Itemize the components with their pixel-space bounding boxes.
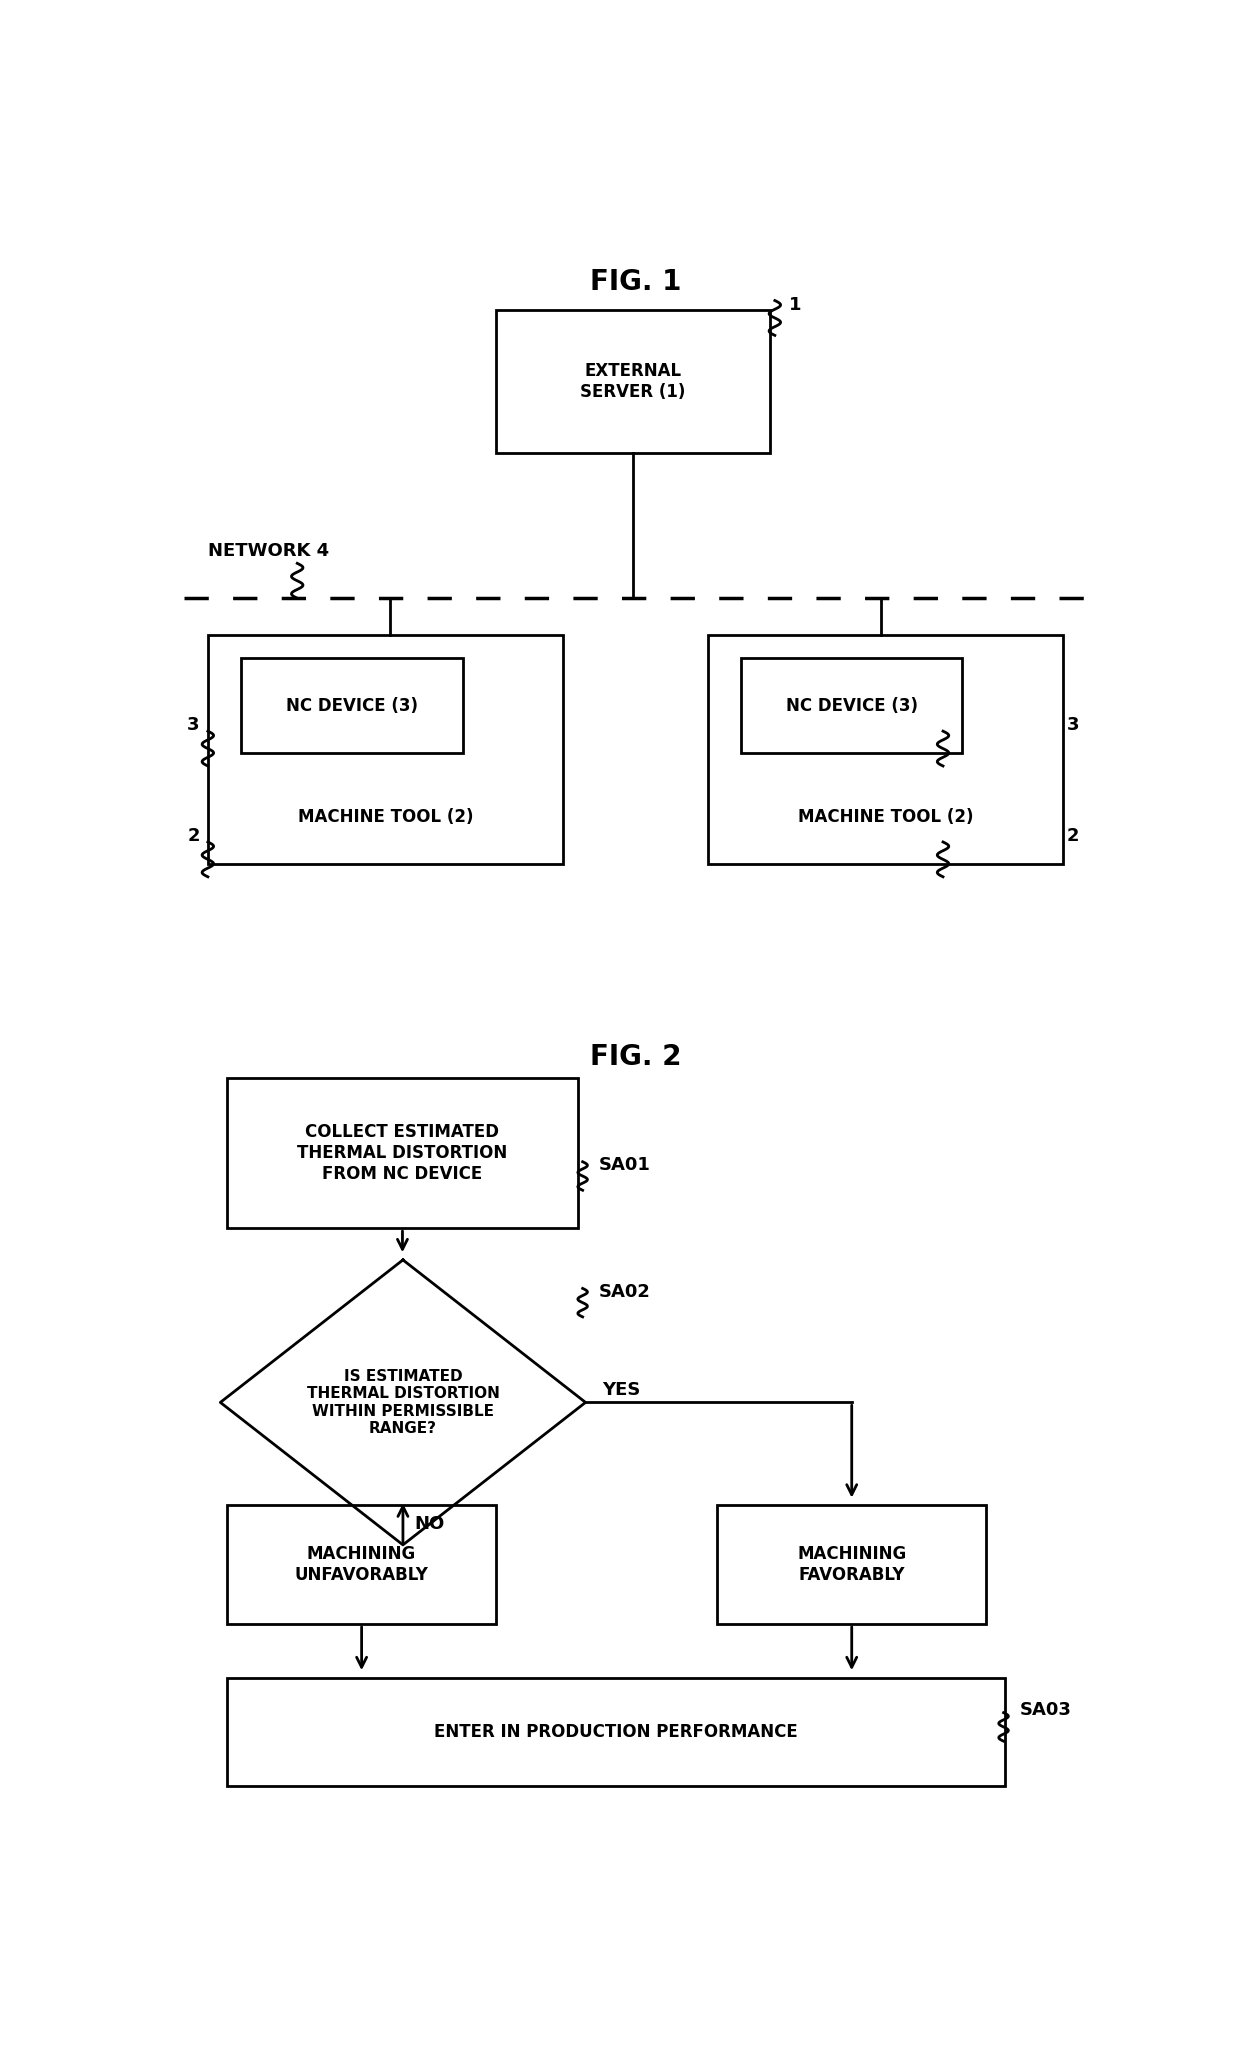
Bar [242, 658, 463, 752]
Text: FIG. 2: FIG. 2 [590, 1042, 681, 1071]
Bar [496, 310, 770, 452]
Text: MACHINE TOOL (2): MACHINE TOOL (2) [797, 808, 973, 827]
Text: SA03: SA03 [1019, 1700, 1071, 1719]
Bar [227, 1505, 496, 1624]
Text: NO: NO [414, 1515, 445, 1534]
Text: MACHINING
FAVORABLY: MACHINING FAVORABLY [797, 1546, 906, 1583]
Text: MACHINE TOOL (2): MACHINE TOOL (2) [298, 808, 474, 827]
Bar [742, 658, 962, 752]
Text: 3: 3 [1066, 715, 1079, 734]
Bar [717, 1505, 986, 1624]
Text: IS ESTIMATED
THERMAL DISTORTION
WITHIN PERMISSIBLE
RANGE?: IS ESTIMATED THERMAL DISTORTION WITHIN P… [306, 1369, 500, 1435]
Text: 1: 1 [789, 296, 802, 315]
Text: NC DEVICE (3): NC DEVICE (3) [286, 697, 418, 715]
Text: FIG. 1: FIG. 1 [590, 267, 681, 296]
Bar [227, 1077, 578, 1227]
Text: 2: 2 [187, 827, 200, 845]
Text: NETWORK 4: NETWORK 4 [208, 541, 329, 559]
Text: EXTERNAL
SERVER (1): EXTERNAL SERVER (1) [580, 362, 686, 401]
Text: 2: 2 [1066, 827, 1079, 845]
Text: 3: 3 [187, 715, 200, 734]
Bar [227, 1678, 1006, 1785]
Text: NC DEVICE (3): NC DEVICE (3) [786, 697, 918, 715]
Text: YES: YES [601, 1382, 640, 1398]
Bar [708, 635, 1063, 864]
Bar [208, 635, 563, 864]
Text: SA01: SA01 [599, 1155, 651, 1174]
Text: ENTER IN PRODUCTION PERFORMANCE: ENTER IN PRODUCTION PERFORMANCE [434, 1723, 799, 1741]
Text: COLLECT ESTIMATED
THERMAL DISTORTION
FROM NC DEVICE: COLLECT ESTIMATED THERMAL DISTORTION FRO… [298, 1123, 507, 1182]
Text: MACHINING
UNFAVORABLY: MACHINING UNFAVORABLY [295, 1546, 429, 1583]
Text: SA02: SA02 [599, 1283, 651, 1301]
